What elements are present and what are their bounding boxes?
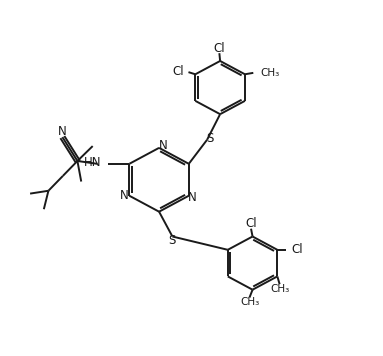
- Text: N: N: [120, 189, 129, 201]
- Text: HN: HN: [84, 156, 102, 169]
- Text: Cl: Cl: [172, 65, 184, 78]
- Text: CH₃: CH₃: [260, 68, 280, 78]
- Text: Cl: Cl: [214, 42, 225, 55]
- Text: N: N: [188, 192, 197, 204]
- Text: N: N: [57, 125, 66, 138]
- Text: N: N: [159, 139, 168, 152]
- Text: S: S: [206, 132, 214, 145]
- Text: CH₃: CH₃: [270, 284, 289, 294]
- Text: S: S: [168, 234, 175, 247]
- Text: CH₃: CH₃: [240, 298, 259, 308]
- Text: Cl: Cl: [291, 242, 303, 256]
- Text: Cl: Cl: [246, 217, 257, 230]
